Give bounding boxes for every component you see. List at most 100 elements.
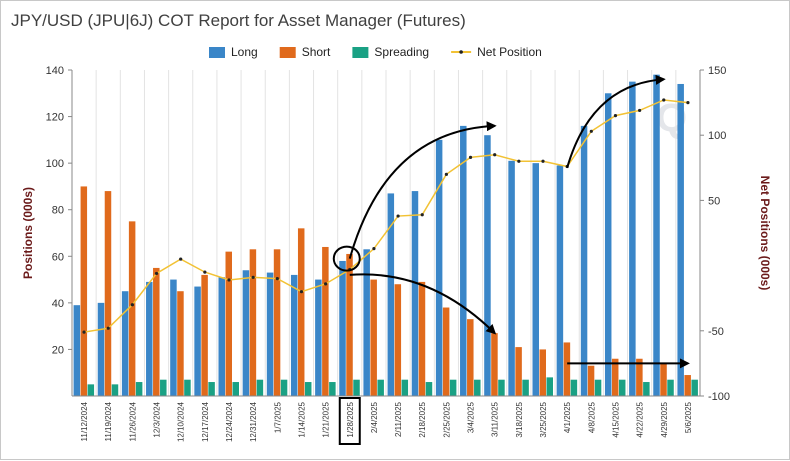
net-position-line [82,98,690,334]
bar-spreading-1 [111,384,119,396]
bar-spreading-16 [474,379,481,396]
bar-spreading-11 [353,379,360,396]
bar-spreading-19 [546,377,553,396]
legend-label: Short [302,45,331,59]
x-tick-label: 3/11/2025 [491,401,500,437]
legend-label: Spreading [374,45,429,59]
bar-long-25 [677,83,684,396]
y-tick-label: 60 [52,251,64,263]
net-position-point-22 [613,114,618,118]
y-axis-left-label: Positions (000s) [21,187,35,279]
y-tick-label: 140 [46,65,64,77]
x-tick-label: 11/12/2024 [80,401,89,441]
bar-spreading-2 [135,382,143,396]
bar-short-22 [611,358,619,396]
bar-short-8 [273,249,281,396]
bar-long-21 [580,125,588,396]
net-position-point-3 [154,271,159,276]
bar-spreading-12 [377,379,384,396]
net-position-point-14 [420,213,424,217]
bar-short-3 [153,267,160,396]
y-tick-label: 100 [46,158,64,170]
x-tick-label: 4/8/2025 [587,401,596,433]
x-tick-label: 12/10/2024 [177,401,186,442]
x-tick-label: 1/14/2025 [297,401,306,437]
x-tick-label: 2/18/2025 [418,401,427,437]
bar-long-5 [194,286,201,396]
bar-short-2 [128,221,136,396]
bar-spreading-13 [401,379,409,396]
bar-short-18 [515,347,522,396]
bar-short-7 [249,249,257,396]
bar-long-9 [290,274,298,396]
x-tick-label: 4/1/2025 [563,401,572,433]
x-tick-label: 4/29/2025 [660,401,669,437]
x-tick-label: 1/7/2025 [273,401,282,433]
x-tick-label: 2/4/2025 [370,401,379,433]
y-tick-label: 40 [52,298,64,310]
y2-tick-label: -100 [708,391,730,403]
net-position-polyline [83,99,689,333]
bar-short-4 [177,291,184,396]
net-position-point-9 [299,290,304,294]
y2-tick-label: 50 [708,195,720,207]
net-position-point-25 [686,101,690,105]
bar-spreading-9 [304,382,312,396]
bar-spreading-23 [643,382,650,396]
bar-long-15 [435,139,443,396]
net-position-point-15 [444,172,448,176]
net-position-point-12 [372,247,376,251]
bar-long-18 [508,160,515,396]
annotation-arrow-2 [348,121,497,259]
bar-short-15 [442,307,450,396]
legend: Long Short Spreading Net Position [209,45,542,59]
axes [71,70,701,397]
x-tick-label: 3/25/2025 [539,401,548,437]
x-tick-label: 12/17/2024 [201,401,210,442]
bar-spreading-5 [208,382,215,396]
bar-spreading-7 [256,379,264,396]
bar-long-17 [484,135,491,396]
x-tick-label: 11/19/2024 [104,401,113,441]
annotations [332,74,690,445]
bar-long-6 [218,277,225,396]
legend-label: Net Position [477,45,542,59]
net-position-point-13 [396,214,400,218]
bar-short-20 [563,342,571,396]
bar-long-24 [653,74,660,397]
bar-spreading-0 [87,384,95,396]
net-position-point-19 [541,159,545,163]
bar-long-4 [170,279,177,396]
x-tick-label: 2/25/2025 [442,401,451,437]
bar-spreading-24 [667,379,674,396]
net-position-point-5 [203,270,207,274]
x-tick-label: 4/22/2025 [636,401,645,437]
bar-spreading-17 [498,379,505,396]
x-tick-label: 1/28/2025 [346,401,355,437]
bar-short-25 [684,375,691,396]
bar-short-13 [394,284,402,396]
net-position-point-24 [662,98,666,102]
bar-long-8 [266,272,274,396]
y2-tick-label: 100 [708,130,726,142]
bar-long-11 [339,260,346,396]
annotation-circle [332,245,361,272]
legend-swatch-spreading [352,47,369,58]
y-axis-left-ticks: 20 40 60 80 100 120 140 [46,65,72,356]
bar-short-9 [297,228,305,396]
x-tick-label: 12/3/2024 [153,401,162,437]
bar-series [73,74,698,397]
bar-long-2 [121,291,129,396]
bar-spreading-25 [691,379,698,396]
legend-swatch-dot [459,50,463,54]
bar-spreading-6 [232,382,239,396]
annotation-arrow-4 [349,273,497,335]
legend-swatch-short [279,47,296,58]
net-position-point-7 [251,275,255,279]
bar-long-12 [363,249,370,396]
bar-long-7 [242,270,250,396]
x-tick-label: 2/11/2025 [394,401,403,437]
bar-short-24 [660,363,667,396]
y-tick-label: 20 [52,344,64,356]
